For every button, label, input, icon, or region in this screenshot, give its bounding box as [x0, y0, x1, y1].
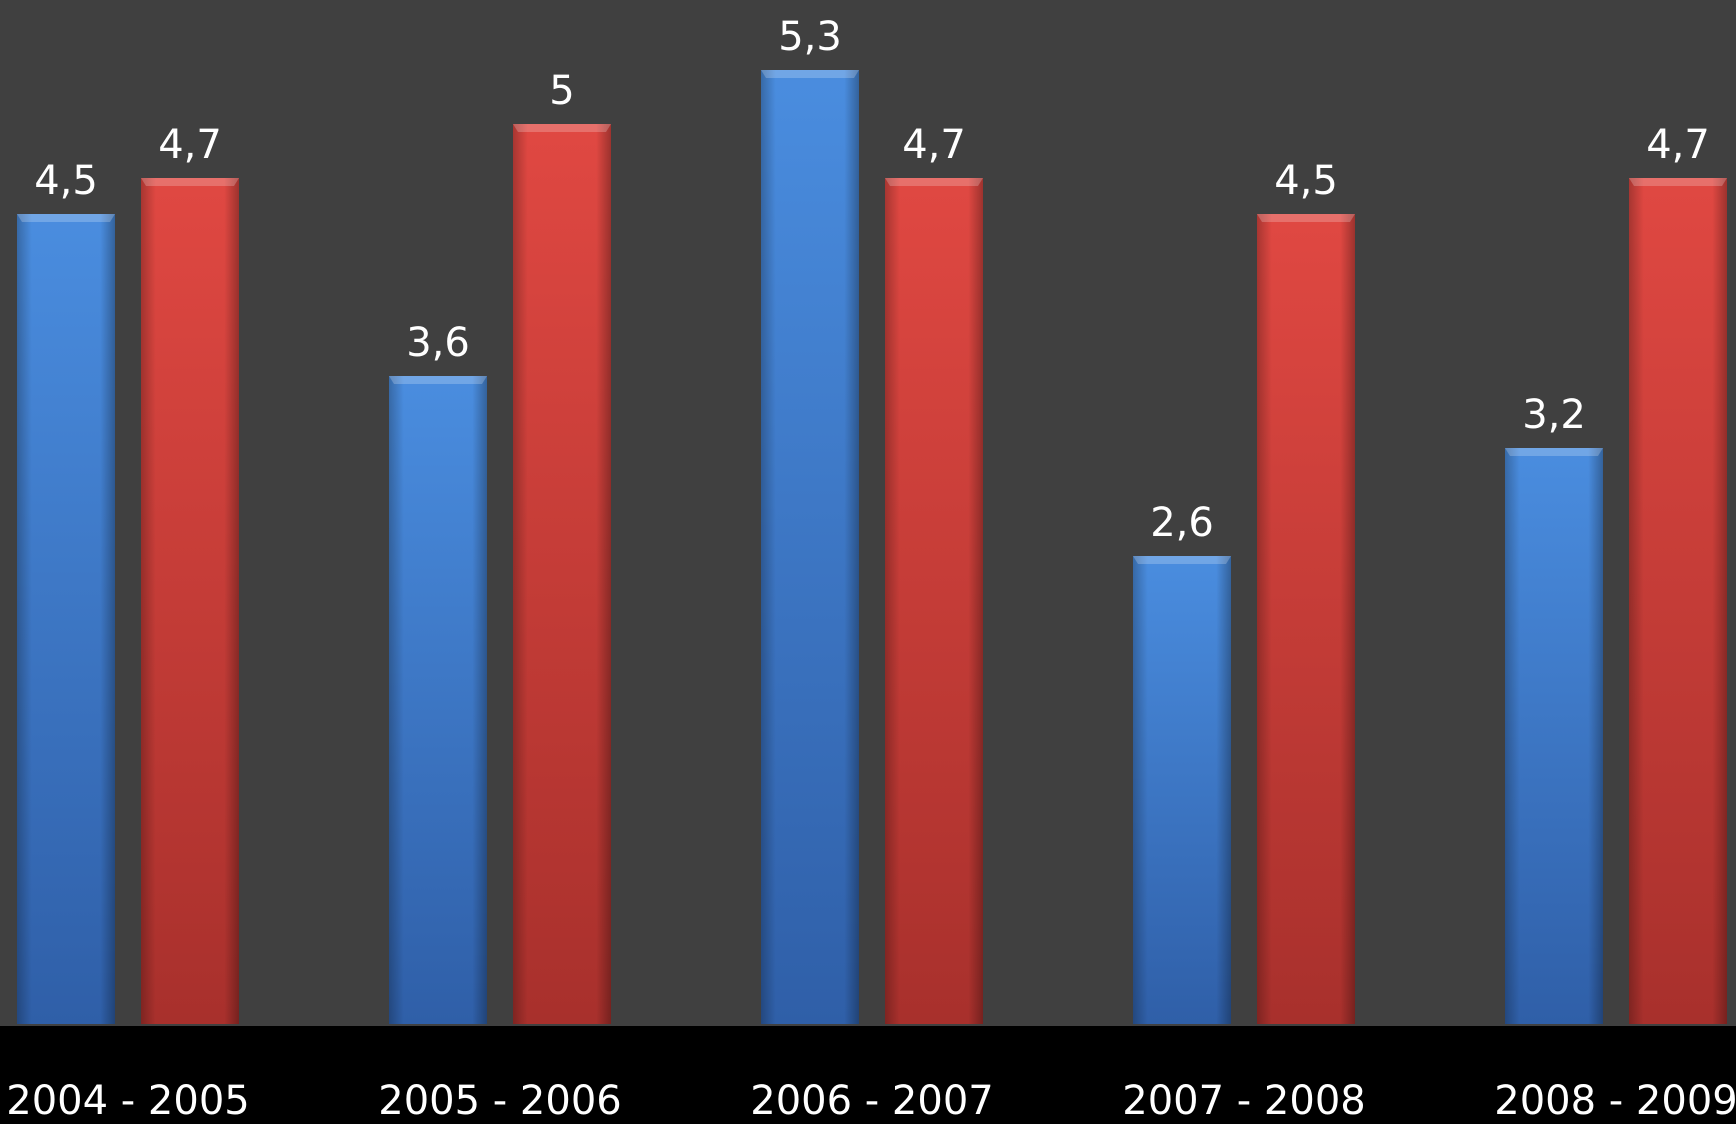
data-label: 4,7 — [1646, 122, 1710, 168]
bar-top-bevel — [141, 178, 239, 186]
bar-top-bevel — [885, 178, 983, 186]
bar-shading — [885, 178, 983, 1024]
bar-top-bevel — [1505, 448, 1603, 456]
bar-shading — [1133, 556, 1231, 1024]
bars-layer — [17, 70, 1727, 1024]
bar-top-bevel — [513, 124, 611, 132]
bar-shading — [389, 376, 487, 1024]
data-label: 2,6 — [1150, 500, 1214, 546]
x-tick-label: 2005 - 2006 — [378, 1078, 621, 1124]
data-label: 3,2 — [1522, 392, 1586, 438]
bar-shading — [1629, 178, 1727, 1024]
bar-top-bevel — [1629, 178, 1727, 186]
x-tick-label: 2006 - 2007 — [750, 1078, 993, 1124]
data-labels-layer: 4,5 4,7 3,6 5 5,3 4,7 2,6 4,5 3,2 4,7 — [34, 14, 1710, 546]
bar-top-bevel — [389, 376, 487, 384]
bar-top-bevel — [1133, 556, 1231, 564]
x-tick-label: 2004 - 2005 — [6, 1078, 249, 1124]
data-label: 4,7 — [158, 122, 222, 168]
x-tick-label: 2007 - 2008 — [1122, 1078, 1365, 1124]
bar-shading — [141, 178, 239, 1024]
bar-shading — [1505, 448, 1603, 1024]
x-axis-tick-labels: 2004 - 2005 2005 - 2006 2006 - 2007 2007 - … — [6, 1078, 1736, 1124]
data-label: 3,6 — [406, 320, 470, 366]
bar-shading — [1257, 214, 1355, 1024]
data-label: 4,5 — [34, 158, 98, 204]
data-label: 4,7 — [902, 122, 966, 168]
x-tick-label: 2008 - 2009 — [1494, 1078, 1736, 1124]
bar-shading — [761, 70, 859, 1024]
bar-shading — [513, 124, 611, 1024]
data-label: 4,5 — [1274, 158, 1338, 204]
bar-top-bevel — [17, 214, 115, 222]
bar-shading — [17, 214, 115, 1024]
plot-background — [0, 0, 1736, 1026]
x-axis-band — [0, 1026, 1736, 1124]
bar-top-bevel — [761, 70, 859, 78]
bar-top-bevel — [1257, 214, 1355, 222]
data-label: 5,3 — [778, 14, 842, 60]
data-label: 5 — [549, 68, 574, 114]
